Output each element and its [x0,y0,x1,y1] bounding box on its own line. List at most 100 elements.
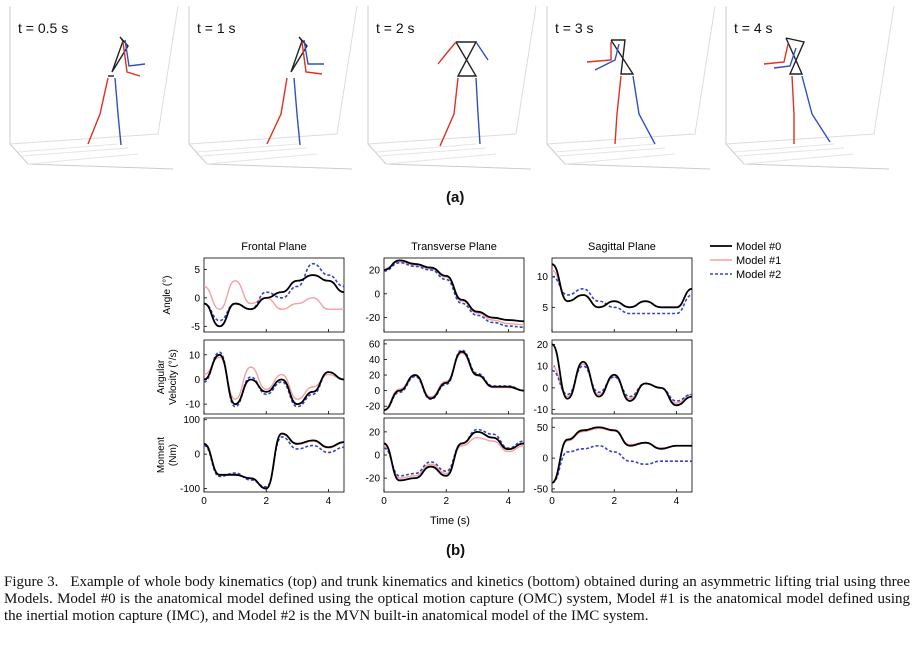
x-tick-label: 0 [201,496,207,507]
stick-frame: t = 1 s [187,4,359,180]
column-title: Sagittal Plane [588,241,656,253]
x-tick-label: 4 [674,496,680,507]
row-label: Moment [156,437,167,473]
skeleton [437,41,489,147]
y-tick-label: 0 [194,375,200,386]
legend-label: Model #0 [736,241,781,253]
x-tick-label: 2 [443,496,449,507]
series-line [383,352,525,411]
plot-frame [551,417,693,493]
stick-frame: t = 0.5 s [8,4,180,180]
series-line [551,343,693,407]
y-tick-label: -100 [180,484,200,495]
series-line [551,444,692,484]
frame-time-label: t = 2 s [376,20,415,36]
stick-frame: t = 2 s [366,4,538,180]
x-tick-label: 2 [611,496,617,507]
y-tick-label: 10 [537,362,549,373]
skeleton [266,36,324,146]
x-tick-label: 4 [326,496,332,507]
plot-frame [551,339,693,415]
frame-time-label: t = 3 s [555,20,594,36]
plot-frame [203,257,345,333]
frame-time-label: t = 1 s [197,20,236,36]
subplot: -5 0 5 [191,257,345,333]
y-tick-label: 0 [374,289,380,300]
panel-a-label: (a) [446,189,465,206]
frame-time-label: t = 0.5 s [18,20,69,36]
series-line [551,426,692,484]
series-line [383,261,525,329]
row-label: Angular [156,359,167,394]
panel-b-label: (b) [446,542,466,559]
series-line [203,351,345,408]
series-line [203,262,345,322]
y-tick-label: 20 [537,340,549,351]
y-tick-label: -20 [366,474,381,485]
y-tick-label: -10 [186,400,201,411]
y-tick-label: 50 [537,423,549,434]
column-title: Frontal Plane [241,241,306,253]
stick-frame: t = 4 s [724,4,896,180]
y-tick-label: 0 [374,386,380,397]
series-line [383,430,525,482]
plot-frame [203,339,345,415]
series-line [203,436,345,488]
x-tick-label: 0 [549,496,555,507]
stick-figure-plot [546,5,716,170]
y-tick-label: 20 [369,427,381,438]
y-tick-label: 0 [194,450,200,461]
legend-label: Model #2 [736,269,781,281]
series-line [551,275,693,315]
x-tick-label: 4 [506,496,512,507]
row-label: Angle (°) [162,275,173,314]
subplot: -10 0 10 [186,339,345,415]
y-tick-label: 0 [542,383,548,394]
y-tick-label: 20 [369,265,381,276]
series-line [203,353,345,406]
chart-grid: -505-20020510-10010-200204060-1001020-10… [180,257,693,507]
x-tick-label: 0 [381,496,387,507]
figure-caption: Figure 3. Example of whole body kinemati… [4,574,910,625]
y-tick-label: -5 [191,322,200,333]
series-line [383,259,525,323]
y-tick-label: -10 [534,405,549,416]
caption-figure-number: Figure 3. [4,574,59,590]
stick-figure-plot [367,5,537,170]
stick-figure-plot [188,5,358,170]
stick-frame: t = 3 s [545,4,717,180]
y-tick-label: 20 [369,371,381,382]
y-tick-label: -20 [366,313,381,324]
y-tick-label: -50 [534,484,549,495]
legend-label: Model #1 [736,255,781,267]
series-line [383,350,525,412]
series-line [203,280,344,310]
subplot: -20 0 20 [366,257,525,333]
y-tick-label: 10 [537,272,549,283]
y-tick-label: 10 [189,350,201,361]
row-label: (Nm) [168,444,179,466]
subplot: 5 10 [537,257,693,333]
subplot: -10 0 10 20 [534,339,693,416]
stick-figure-plot [725,5,895,170]
column-titles: Frontal Plane Transverse Plane Sagittal Pl… [241,241,656,253]
y-tick-label: -20 [366,402,381,413]
series-line [383,349,525,411]
skeleton [87,36,146,146]
series-line [203,432,345,490]
series-line [383,428,525,477]
series-line [551,365,693,402]
panel-b-charts: Frontal Plane Transverse Plane Sagittal Pl… [156,241,781,527]
plot-frame [551,257,693,333]
row-labels: Angle (°) Angular Velocity (°/s) Moment (Nm) [156,275,179,473]
y-tick-label: 0 [374,451,380,462]
y-tick-label: 5 [542,303,548,314]
plot-frame [383,257,525,333]
series-line [203,274,345,328]
skeleton [586,39,656,145]
subplot: -20 0 20 40 60 [366,339,525,415]
series-line [551,263,693,309]
